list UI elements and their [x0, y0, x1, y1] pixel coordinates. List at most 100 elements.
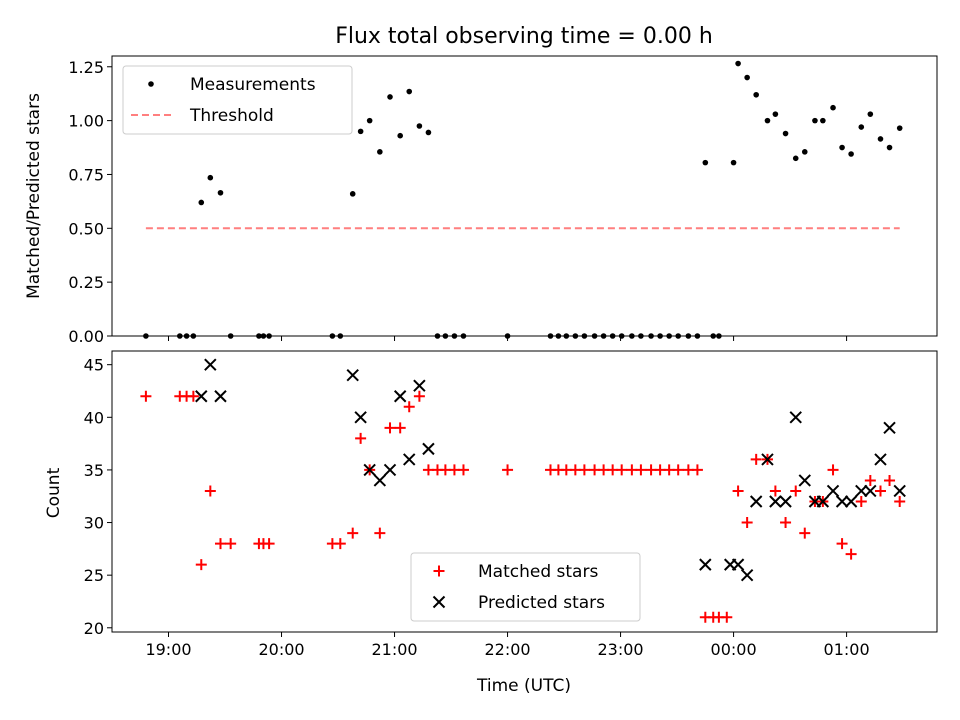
top-measurement-point: [867, 111, 874, 117]
top-measurement-point: [792, 155, 799, 162]
top-measurement-point: [812, 117, 818, 124]
top-y-tick-label: 1.25: [68, 58, 104, 77]
bottom-x-tick-label: 01:00: [824, 640, 870, 659]
top-measurement-point: [735, 60, 741, 67]
top-measurement-point: [877, 136, 884, 142]
bottom-matched-star-point: [672, 464, 684, 476]
bottom-matched-star-point: [334, 538, 346, 550]
bottom-matched-star-point: [790, 485, 802, 497]
top-y-tick-label: 0.75: [68, 165, 104, 184]
bottom-legend-marker: [432, 595, 446, 609]
top-measurement-point: [357, 128, 364, 135]
bottom-predicted-star-point: [769, 495, 782, 508]
bottom-panel: 20 25 30 35 40 45 19:00 20:00 21:00 22:00 23:00 00:…: [84, 350, 938, 659]
bottom-matched-star-point: [403, 401, 415, 413]
bottom-matched-star-point: [894, 495, 906, 507]
bottom-x-tick-label: 22:00: [484, 640, 530, 659]
bottom-matched-star-point: [195, 559, 207, 571]
bottom-matched-star-point: [578, 464, 590, 476]
bottom-predicted-star-point: [779, 495, 792, 508]
top-y-tick-label: 1.00: [68, 112, 104, 131]
bottom-predicted-star-point: [874, 453, 887, 466]
bottom-x-tick-label: 23:00: [598, 640, 644, 659]
bottom-matched-star-point: [616, 464, 628, 476]
bottom-matched-star-point: [394, 422, 406, 434]
top-y-tick-label: 0.25: [68, 273, 104, 292]
bottom-y-tick-label: 25: [84, 566, 104, 585]
top-measurement-point: [406, 88, 413, 95]
bottom-matched-star-point: [827, 464, 839, 476]
bottom-predicted-star-point: [383, 463, 397, 477]
bottom-matched-star-point: [874, 485, 886, 497]
top-measurement-point: [702, 159, 709, 166]
bottom-matched-star-point: [721, 611, 733, 623]
bottom-matched-star-point: [864, 474, 876, 486]
top-measurement-point: [744, 74, 750, 81]
bottom-predicted-star-point: [835, 495, 849, 508]
bottom-matched-star-point: [836, 538, 848, 550]
bottom-matched-star-point: [780, 517, 792, 529]
bottom-predicted-star-point: [373, 474, 387, 487]
top-measurement-point: [416, 123, 423, 129]
bottom-matched-star-point: [355, 432, 367, 444]
bottom-predicted-star-point: [893, 484, 906, 498]
top-legend-label: Threshold: [189, 106, 274, 126]
top-legend-marker: [148, 81, 154, 87]
top-measurement-point: [377, 149, 383, 155]
bottom-predicted-star-point: [855, 484, 868, 498]
top-measurement-point: [801, 149, 808, 155]
bottom-x-tick-label: 20:00: [258, 640, 304, 659]
bottom-predicted-star-point: [204, 358, 217, 371]
top-measurement-point: [830, 104, 836, 111]
bottom-matched-star-point: [799, 527, 811, 539]
top-measurement-point: [207, 174, 214, 181]
top-measurement-point: [772, 111, 779, 117]
top-axes-frame: [111, 55, 938, 337]
bottom-matched-star-point: [187, 390, 199, 402]
bottom-predicted-star-point: [864, 484, 877, 498]
bottom-predicted-star-point: [413, 379, 426, 392]
bottom-matched-star-point: [845, 548, 857, 560]
top-measurement-point: [198, 199, 205, 206]
top-measurement-point: [839, 144, 845, 151]
top-measurement-point: [397, 132, 403, 139]
bottom-matched-star-point: [374, 527, 386, 539]
bottom-legend-box: [410, 552, 641, 622]
bottom-predicted-star-point: [393, 390, 407, 403]
bottom-matched-star-point: [457, 464, 469, 476]
chart-title: Flux total observing time = 0.00 h: [335, 24, 713, 49]
bottom-predicted-star-point: [354, 411, 367, 424]
bottom-predicted-star-point: [798, 474, 811, 487]
top-y-tick-label: 0.50: [68, 219, 104, 238]
top-measurement-point: [349, 191, 356, 197]
bottom-predicted-star-point: [844, 495, 858, 508]
top-measurement-point: [730, 159, 737, 166]
bottom-predicted-star-point: [195, 390, 208, 403]
bottom-matched-star-point: [204, 485, 216, 497]
bottom-predicted-star-point: [731, 558, 745, 571]
bottom-predicted-star-point: [422, 442, 435, 456]
bottom-y-tick-label: 40: [84, 408, 104, 427]
bottom-predicted-star-point: [699, 558, 712, 571]
bottom-y-tick-label: 35: [84, 461, 104, 480]
top-measurement-point: [848, 151, 854, 157]
bottom-x-tick-label: 19:00: [145, 640, 191, 659]
bottom-y-axis-label: Count: [44, 467, 64, 518]
top-measurement-point: [896, 125, 903, 131]
top-measurement-point: [782, 130, 789, 137]
bottom-matched-star-point: [884, 474, 896, 486]
bottom-axes-frame: [111, 350, 938, 633]
bottom-predicted-star-point: [363, 463, 376, 477]
top-measurement-point: [820, 117, 826, 124]
bottom-legend-marker: [433, 565, 445, 577]
top-measurement-point: [858, 124, 865, 130]
top-legend-box: [122, 65, 353, 135]
bottom-legend-label: Matched stars: [478, 562, 598, 582]
bottom-predicted-star-point: [761, 453, 774, 466]
top-measurement-point: [425, 129, 432, 136]
bottom-matched-star-point: [732, 485, 744, 497]
bottom-matched-star-point: [741, 517, 753, 529]
bottom-x-tick-label: 21:00: [371, 640, 417, 659]
x-axis-label: Time (UTC): [476, 676, 571, 696]
